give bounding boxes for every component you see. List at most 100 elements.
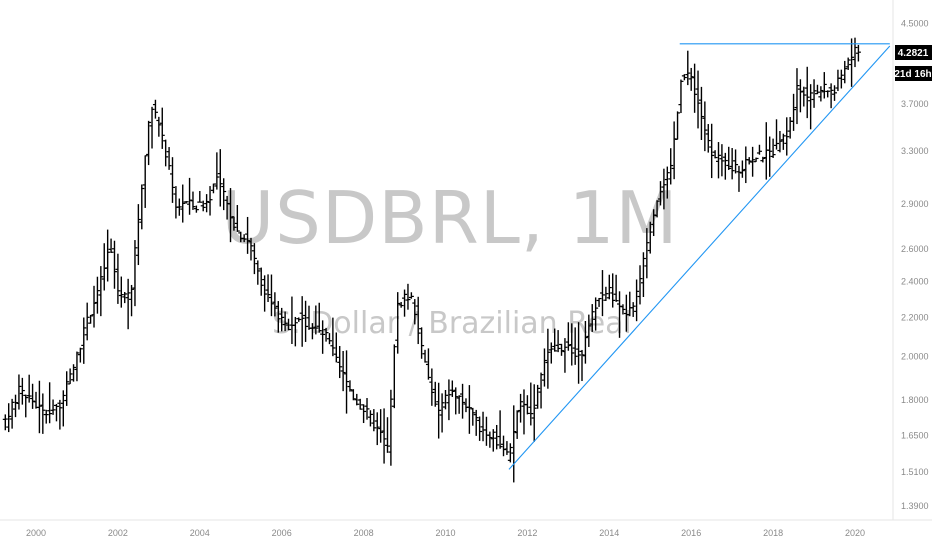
ohlc-bar — [678, 79, 684, 114]
ohlc-bar — [453, 387, 459, 415]
ohlc-bar — [559, 343, 565, 356]
ohlc-bar — [255, 260, 261, 285]
ohlc-bar — [552, 328, 558, 352]
ohlc-bar — [214, 152, 220, 190]
ohlc-bar — [19, 377, 25, 405]
ohlc-bar — [357, 398, 363, 410]
ohlc-bar — [152, 99, 158, 119]
ohlc-bar — [497, 410, 503, 449]
ohlc-bar — [733, 149, 739, 174]
ohlc-bar — [173, 186, 179, 219]
watermark: USDBRL, 1M S. Dollar / Brazilian Real — [221, 176, 677, 341]
ohlc-bar — [84, 302, 90, 341]
ohlc-bar — [483, 416, 489, 446]
time-axis-label: 2002 — [108, 528, 128, 538]
ohlc-bar — [286, 318, 292, 331]
ohlc-bar — [808, 84, 814, 130]
ohlc-bar — [828, 83, 834, 109]
ohlc-bar — [163, 139, 169, 167]
ohlc-bar — [333, 332, 339, 363]
ohlc-bar — [835, 69, 841, 92]
ohlc-bar — [408, 292, 414, 299]
ohlc-bar — [480, 411, 486, 442]
ohlc-bar — [391, 344, 397, 409]
ohlc-bar — [791, 93, 797, 131]
ohlc-bar — [637, 265, 643, 305]
ohlc-bar — [849, 38, 855, 87]
ohlc-bar — [326, 333, 332, 345]
price-axis-label: 2.4000 — [901, 277, 929, 287]
ohlc-bar — [13, 394, 19, 418]
current-price-label: 4.2821 — [898, 48, 929, 59]
ohlc-bar — [50, 399, 56, 415]
price-axis-label: 3.3000 — [901, 146, 929, 156]
price-bars — [2, 37, 861, 483]
ohlc-bar — [756, 144, 762, 155]
ohlc-bar — [443, 390, 448, 410]
ohlc-bar — [204, 194, 210, 213]
ohlc-bar — [664, 166, 670, 199]
ohlc-bar — [787, 117, 793, 139]
ohlc-bar — [855, 44, 861, 62]
price-axis-label: 1.5100 — [901, 467, 929, 477]
ohlc-bar — [388, 389, 394, 466]
ohlc-bar — [350, 389, 356, 401]
time-axis-label: 2008 — [354, 528, 374, 538]
time-axis[interactable]: 2000 2002 2004 2006 2008 2010 2012 2014 2016 2018… — [26, 528, 865, 538]
ohlc-bar — [736, 165, 742, 192]
time-axis-label: 2014 — [599, 528, 619, 538]
ohlc-bar — [105, 229, 111, 282]
ohlc-bar — [555, 330, 561, 353]
ohlc-bar — [36, 380, 42, 434]
ohlc-bar — [593, 297, 599, 331]
trendlines[interactable] — [508, 43, 891, 470]
ohlc-bar — [122, 292, 128, 304]
ohlc-bar — [777, 130, 783, 153]
ohlc-bar — [811, 79, 817, 108]
time-axis-label: 2010 — [435, 528, 455, 538]
ohlc-bar — [439, 393, 445, 433]
ohlc-bar — [323, 327, 329, 342]
ohlc-bar — [589, 304, 595, 332]
ohlc-bar — [456, 395, 462, 414]
ohlc-bar — [518, 393, 524, 423]
ohlc-bar — [347, 380, 353, 392]
ohlc-bar — [156, 116, 162, 137]
ohlc-bar — [142, 155, 148, 208]
price-axis[interactable]: 4.5000 3.7000 3.3000 2.9000 2.6000 2.4000 2.20… — [901, 18, 929, 511]
price-axis-label: 4.5000 — [901, 18, 929, 28]
ohlc-bar — [630, 302, 636, 317]
ohlc-bar — [190, 191, 196, 210]
price-tag: 4.2821 21d 16h — [894, 45, 932, 81]
ohlc-bar — [743, 146, 749, 184]
price-axis-label: 1.8000 — [901, 395, 929, 405]
ohlc-bar — [67, 368, 73, 385]
ohlc-bar — [818, 86, 824, 102]
ohlc-bar — [794, 68, 800, 125]
ohlc-bar — [804, 66, 810, 119]
ohlc-bar — [603, 286, 609, 301]
ohlc-bar — [146, 120, 152, 166]
ohlc-bar — [221, 178, 227, 211]
ohlc-bar — [231, 216, 237, 231]
ohlc-bar — [545, 328, 551, 389]
ohlc-bar — [654, 200, 660, 218]
ohlc-bar — [53, 403, 59, 422]
ohlc-bar — [282, 311, 288, 332]
ohlc-bar — [139, 184, 145, 230]
ohlc-bar — [320, 320, 326, 354]
ohlc-bar — [43, 409, 49, 424]
ohlc-bar — [634, 279, 640, 322]
ohlc-bar — [149, 106, 155, 149]
time-axis-label: 2004 — [190, 528, 210, 538]
ohlc-bar — [524, 395, 530, 415]
ohlc-bar — [108, 238, 114, 253]
ohlc-bar — [316, 302, 322, 333]
ohlc-bar — [668, 148, 674, 185]
ohlc-bar — [487, 431, 493, 448]
ohlc-bar — [501, 435, 507, 457]
ohlc-bar — [797, 79, 803, 113]
ohlc-bar — [16, 374, 22, 410]
ohlc-bar — [514, 410, 520, 439]
